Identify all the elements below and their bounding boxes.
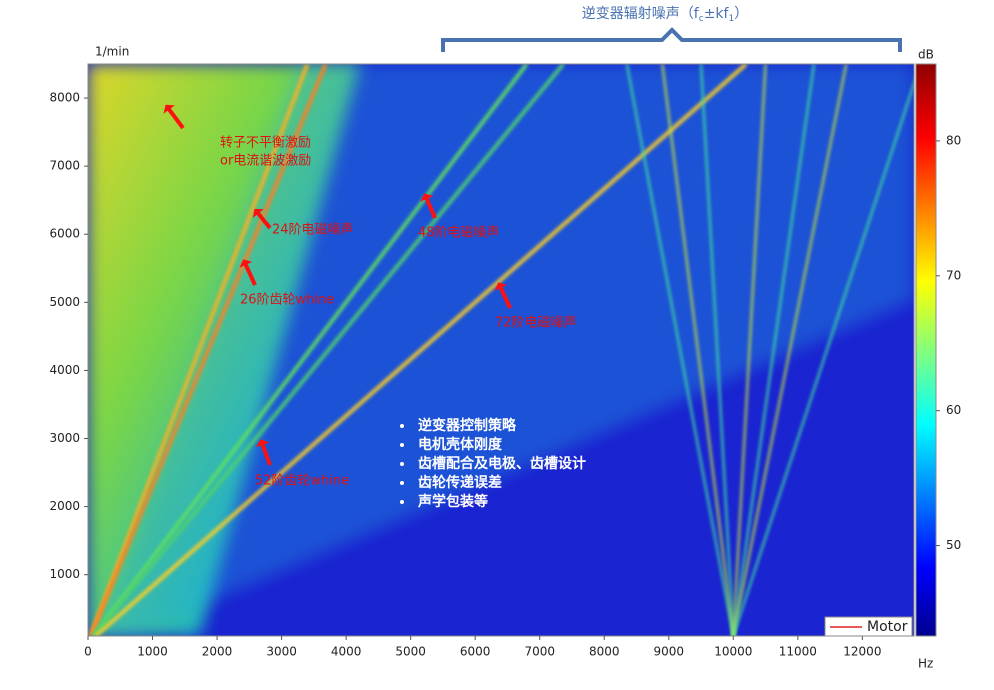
y-tick-label: 6000	[49, 227, 80, 241]
bullet-text: 齿槽配合及电极、齿槽设计	[418, 455, 586, 472]
bullet-dot	[400, 500, 404, 504]
inverter-line	[732, 64, 848, 636]
x-tick-label: 2000	[202, 645, 233, 659]
bracket-label-part: ）	[734, 6, 748, 22]
x-tick-label: 8000	[589, 645, 620, 659]
legend-label: Motor	[867, 619, 908, 635]
order-band	[100, 64, 914, 636]
inverter-line	[661, 64, 735, 636]
bracket-label-part: ±kf	[704, 6, 730, 22]
arrow-head	[163, 104, 175, 114]
y-tick-label: 2000	[49, 499, 80, 513]
plot-frame	[87, 63, 915, 637]
bullet-text: 齿轮传递误差	[418, 474, 502, 491]
annotation: 48阶电磁噪声	[418, 226, 500, 241]
x-tick-label: 0	[84, 645, 92, 659]
bullet-text: 声学包装等	[417, 493, 488, 510]
inverter-line	[625, 64, 735, 636]
arrow-head	[252, 208, 264, 218]
annotation: 26阶齿轮whine	[240, 293, 334, 308]
arrow-head	[239, 259, 253, 268]
bullet-dot	[400, 481, 404, 485]
arrow-shaft	[424, 196, 437, 219]
x-tick-label: 3000	[266, 645, 297, 659]
x-tick-label: 1000	[137, 645, 168, 659]
x-axis-label: Hz	[918, 657, 933, 671]
arrow-shaft	[166, 106, 185, 130]
x-tick-label: 12000	[843, 645, 881, 659]
annotation: or电流谐波激励	[220, 154, 311, 169]
inverter-line	[700, 64, 735, 636]
annotation: 52阶齿轮whine	[255, 474, 349, 489]
bullet-dot	[400, 424, 404, 428]
order-line	[94, 64, 748, 636]
y-tick-label: 7000	[49, 159, 80, 173]
order-line	[88, 64, 328, 636]
arrow-head	[494, 282, 508, 291]
bracket-label-part: 1	[728, 14, 734, 24]
order-line	[92, 64, 565, 636]
annotation: 转子不平衡激励	[220, 136, 311, 151]
arrow-head	[256, 439, 270, 448]
inverter-line	[732, 64, 767, 636]
colorbar-tick-label: 60	[946, 403, 961, 417]
colorbar-tick-label: 50	[946, 538, 961, 552]
colorbar	[915, 63, 937, 637]
x-tick-label: 11000	[779, 645, 817, 659]
bracket-label-part: c	[699, 14, 704, 24]
bullet-text: 逆变器控制策略	[418, 417, 517, 434]
x-tick-label: 6000	[460, 645, 491, 659]
annotation: 24阶电磁噪声	[272, 223, 354, 238]
y-tick-label: 3000	[49, 431, 80, 445]
order-line	[88, 64, 310, 636]
bullet-text: 电机壳体刚度	[418, 436, 503, 453]
bullet-dot	[400, 443, 404, 447]
y-tick-label: 8000	[49, 91, 80, 105]
heatmap	[88, 64, 914, 636]
y-tick-label: 4000	[49, 363, 80, 377]
annotation: 72阶电磁噪声	[495, 316, 577, 331]
colorbar-label: dB	[918, 48, 934, 62]
colorbar-tick-label: 80	[946, 133, 961, 147]
arrow-shaft	[255, 210, 272, 230]
colorbar-tick-label: 70	[946, 268, 961, 282]
x-tick-label: 10000	[714, 645, 752, 659]
y-tick-label: 1000	[49, 567, 80, 581]
arrow-head	[420, 193, 434, 202]
y-axis-label: 1/min	[95, 45, 129, 59]
arrow-shaft	[498, 285, 512, 309]
x-tick-label: 7000	[524, 645, 555, 659]
inverter-line	[732, 64, 815, 636]
x-tick-label: 5000	[395, 645, 426, 659]
legend-box	[824, 616, 913, 637]
inverter-line	[732, 80, 914, 636]
arrow-shaft	[243, 262, 257, 286]
bracket	[441, 27, 902, 52]
x-tick-label: 9000	[654, 645, 685, 659]
bracket-label-part: 逆变器辐射噪声（f	[582, 6, 700, 22]
x-tick-label: 4000	[331, 645, 362, 659]
order-line	[91, 64, 529, 636]
y-tick-label: 5000	[49, 295, 80, 309]
arrow-shaft	[260, 442, 272, 466]
bullet-dot	[400, 462, 404, 466]
bracket-label: 逆变器辐射噪声（fc±kf1）	[582, 6, 748, 24]
